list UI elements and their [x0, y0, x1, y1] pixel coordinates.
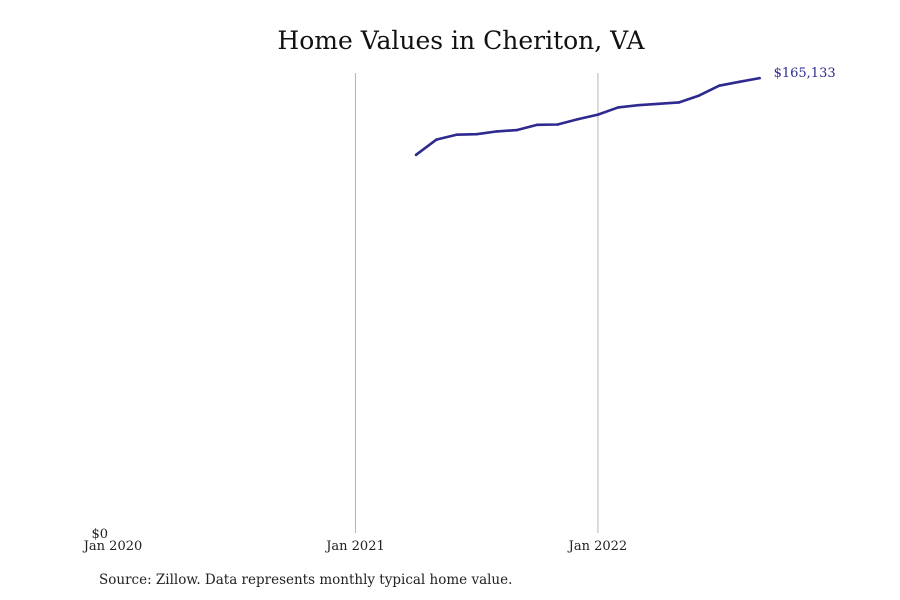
data-point — [616, 106, 620, 109]
gridlines — [354, 73, 599, 533]
data-point — [677, 101, 681, 104]
x-tick-label: Jan 2021 — [324, 539, 385, 554]
x-tick-label: Jan 2020 — [82, 539, 143, 554]
x-tick-label: Jan 2022 — [567, 539, 628, 554]
data-point — [536, 123, 539, 127]
data-point — [596, 113, 600, 116]
data-point — [414, 153, 418, 157]
data-point — [637, 103, 640, 107]
data-point — [738, 80, 741, 84]
data-point — [717, 84, 721, 87]
data-point — [495, 130, 499, 133]
data-point — [576, 117, 580, 121]
y-tick-label: $0 — [91, 527, 108, 542]
data-point — [455, 133, 458, 137]
axis-labels: Jan 2020 Jan 2021 Jan 2022 $0 $165,133 — [82, 66, 836, 554]
series-layer — [414, 76, 761, 157]
source-note: Source: Zillow. Data represents monthly … — [99, 572, 513, 588]
data-point — [697, 94, 701, 97]
chart-title: Home Values in Cheriton, VA — [277, 26, 645, 55]
end-value-label: $165,133 — [774, 66, 836, 81]
data-point — [657, 102, 660, 106]
data-point — [475, 132, 479, 136]
series-line — [414, 76, 761, 157]
data-point — [556, 123, 559, 126]
data-point — [515, 128, 519, 132]
data-point — [434, 138, 438, 141]
data-point — [758, 76, 761, 80]
